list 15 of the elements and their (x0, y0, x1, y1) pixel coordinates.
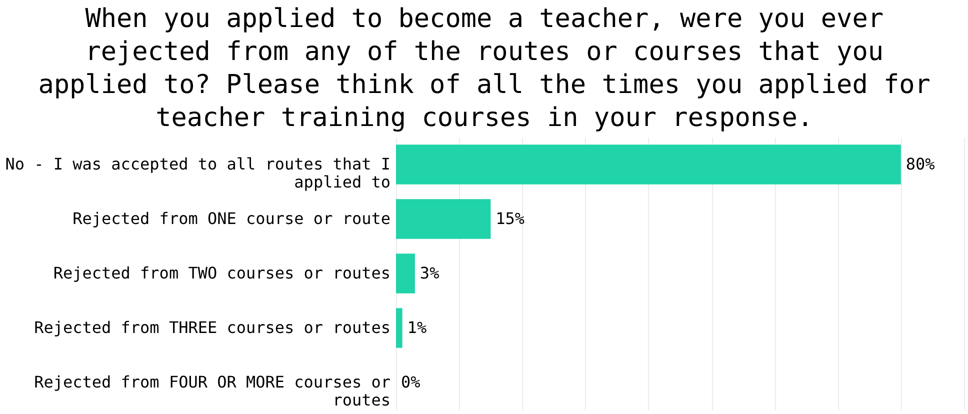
bar (396, 254, 415, 294)
y-tick-label: No - I was accepted to all routes that I applied to (5, 154, 390, 192)
bar (396, 199, 491, 239)
y-tick-label: Rejected from FOUR OR MORE courses or routes (34, 372, 391, 410)
data-label: 0% (401, 372, 421, 392)
bar (396, 144, 901, 184)
data-label: 3% (420, 264, 440, 282)
bar (396, 308, 402, 348)
y-tick-label: Rejected from TWO courses or routes (53, 264, 390, 282)
data-label: 80% (906, 154, 936, 174)
y-tick-label: Rejected from ONE course or route (72, 209, 390, 228)
data-label: 15% (496, 209, 525, 228)
y-tick-label: Rejected from THREE courses or routes (34, 318, 390, 337)
chart-title: When you applied to become a teacher, were you ever rejected from any of the routes or courses that you applied to? Please think of all the times you applied for teacher training courses in your response. (38, 4, 930, 133)
data-label: 1% (407, 318, 427, 337)
